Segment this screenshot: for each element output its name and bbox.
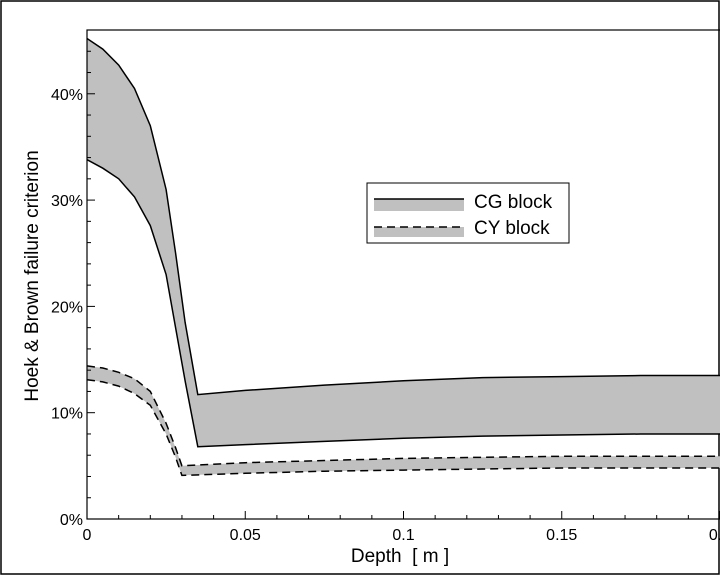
x-axis-label: Depth [ m ]	[351, 546, 449, 567]
y-axis-ticks: 0% 10% 20% 30% 40%	[51, 50, 95, 529]
series-line-cy-block-upper	[87, 365, 720, 467]
y-tick-label-30pct: 30%	[51, 193, 83, 210]
y-tick-label-0pct: 0%	[60, 512, 83, 529]
x-tick-label-0p15: 0.15	[546, 527, 577, 544]
data-bands	[87, 38, 720, 476]
legend: CG block CY block	[366, 182, 570, 244]
series-line-cg-block-upper	[87, 37, 720, 396]
plot-area-border	[86, 29, 720, 520]
band-edges	[87, 37, 720, 477]
y-axis-label: Hoek & Brown failure criterion	[22, 150, 43, 401]
x-tick-label-0p2: 0.2	[709, 527, 720, 544]
x-axis-ticks: 0 0.05 0.1 0.15 0.2	[83, 511, 720, 544]
legend-label-cy-block: CY block	[474, 218, 550, 239]
x-tick-label-0: 0	[83, 527, 92, 544]
y-tick-label-20pct: 20%	[51, 299, 83, 316]
series-line-cy-block-lower	[87, 378, 720, 477]
band-cg-block	[87, 38, 720, 447]
series-line-cg-block-lower	[87, 159, 720, 448]
x-tick-label-0p1: 0.1	[392, 527, 414, 544]
y-tick-label-40pct: 40%	[51, 87, 83, 104]
y-tick-label-10pct: 10%	[51, 406, 83, 423]
band-cy-block	[87, 365, 720, 476]
legend-label-cg-block: CG block	[474, 192, 553, 213]
x-tick-label-0p05: 0.05	[230, 527, 261, 544]
legend-swatch-cy-block	[374, 227, 464, 237]
legend-swatch-cg-block	[374, 199, 464, 211]
